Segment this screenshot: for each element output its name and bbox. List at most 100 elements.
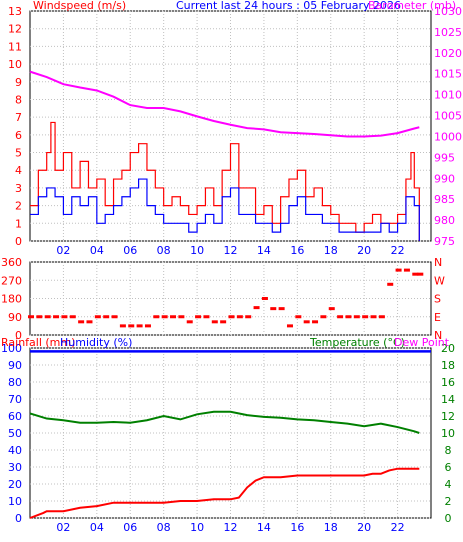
wind-tick-label: 2 <box>15 200 22 213</box>
direction-point <box>86 320 93 324</box>
humidity-tick-label: 50 <box>8 427 22 440</box>
direction-point <box>370 315 377 319</box>
direction-point <box>220 320 227 324</box>
wind-tick-label: 10 <box>8 58 22 71</box>
direction-tick-label: 90 <box>8 311 22 324</box>
direction-point <box>195 315 202 319</box>
x-tick-label: 10 <box>190 244 204 257</box>
wind-tick-label: 6 <box>15 129 22 142</box>
direction-point <box>153 315 160 319</box>
direction-point <box>161 315 168 319</box>
barometer-tick-label: 980 <box>434 214 455 227</box>
direction-point <box>245 315 252 319</box>
wind-gust-line <box>30 121 420 241</box>
direction-point <box>295 315 302 319</box>
barometer-tick-label: 1030 <box>434 5 462 18</box>
barometer-tick-label: 1010 <box>434 89 462 102</box>
x-tick-label: 04 <box>90 521 104 534</box>
direction-point <box>253 306 260 310</box>
compass-tick-label: S <box>434 293 441 306</box>
direction-point <box>119 324 126 328</box>
direction-point <box>303 320 310 324</box>
direction-point <box>328 307 335 311</box>
x-tick-label: 14 <box>257 521 271 534</box>
compass-tick-label: E <box>434 311 441 324</box>
x-tick-label: 12 <box>224 244 238 257</box>
humidity-label: Humidity (%) <box>60 336 132 349</box>
temperature-tick-label: 14 <box>441 393 455 406</box>
temperature-tick-label: 2 <box>445 495 452 508</box>
wind-tick-label: 8 <box>15 93 22 106</box>
barometer-tick-label: 990 <box>434 172 455 185</box>
wind-tick-label: 13 <box>8 5 22 18</box>
direction-point <box>28 315 34 319</box>
x-tick-label: 14 <box>257 244 271 257</box>
wind-tick-label: 1 <box>15 217 22 230</box>
direction-point <box>270 307 277 311</box>
direction-point <box>236 315 243 319</box>
temperature-tick-label: 0 <box>445 512 452 525</box>
wind-tick-label: 7 <box>15 111 22 124</box>
direction-point <box>178 315 185 319</box>
temperature-tick-label: 6 <box>445 461 452 474</box>
dewpoint-label: Dew Point <box>394 336 450 349</box>
humidity-tick-label: 20 <box>8 478 22 491</box>
direction-point <box>320 315 327 319</box>
wind-tick-label: 11 <box>8 40 22 53</box>
direction-tick-label: 360 <box>1 256 22 269</box>
x-tick-label: 12 <box>224 521 238 534</box>
wind-tick-label: 9 <box>15 76 22 89</box>
compass-tick-label: N <box>434 256 442 269</box>
direction-point <box>345 315 352 319</box>
direction-point <box>36 315 43 319</box>
direction-point <box>69 315 76 319</box>
wind-tick-label: 12 <box>8 23 22 36</box>
x-tick-label: 08 <box>157 521 171 534</box>
wind-tick-label: 3 <box>15 182 22 195</box>
direction-point <box>44 315 51 319</box>
temperature-tick-label: 16 <box>441 376 455 389</box>
direction-point <box>186 320 193 324</box>
temperature-label: Temperature (°C) <box>309 336 405 349</box>
direction-point <box>211 320 218 324</box>
direction-point <box>387 282 394 286</box>
x-tick-label: 16 <box>290 521 304 534</box>
direction-point <box>417 272 424 276</box>
direction-point <box>111 315 118 319</box>
rainfall-label: Rainfall (mm) <box>1 336 75 349</box>
compass-tick-label: N <box>434 329 442 342</box>
humidity-tick-label: 10 <box>8 495 22 508</box>
rainfall-line <box>29 467 420 519</box>
barometer-tick-label: 985 <box>434 193 455 206</box>
barometer-tick-label: 1025 <box>434 26 462 39</box>
humidity-tick-label: 100 <box>1 342 22 355</box>
direction-point <box>286 324 293 328</box>
direction-point <box>78 320 85 324</box>
direction-tick-label: 180 <box>1 293 22 306</box>
humidity-tick-label: 80 <box>8 376 22 389</box>
barometer-tick-label: 1020 <box>434 47 462 60</box>
direction-point <box>337 315 344 319</box>
direction-point <box>103 315 110 319</box>
barometer-tick-label: 975 <box>434 235 455 248</box>
direction-point <box>362 315 369 319</box>
direction-point <box>312 320 319 324</box>
direction-point <box>170 315 177 319</box>
direction-point <box>378 315 385 319</box>
direction-point <box>395 268 402 272</box>
x-tick-label: 22 <box>391 244 405 257</box>
wind-tick-label: 5 <box>15 147 22 160</box>
direction-point <box>261 297 268 300</box>
direction-point <box>278 307 285 311</box>
chart-title: Current last 24 hours : 05 February 2026 <box>176 0 401 12</box>
wind-average-line <box>30 178 420 241</box>
barometer-tick-label: 1015 <box>434 68 462 81</box>
x-tick-label: 02 <box>56 521 70 534</box>
humidity-tick-label: 60 <box>8 410 22 423</box>
wind-tick-label: 4 <box>15 164 22 177</box>
humidity-tick-label: 90 <box>8 359 22 372</box>
humidity-tick-label: 30 <box>8 461 22 474</box>
humidity-tick-label: 0 <box>15 512 22 525</box>
x-tick-label: 22 <box>391 521 405 534</box>
direction-point <box>136 324 143 328</box>
